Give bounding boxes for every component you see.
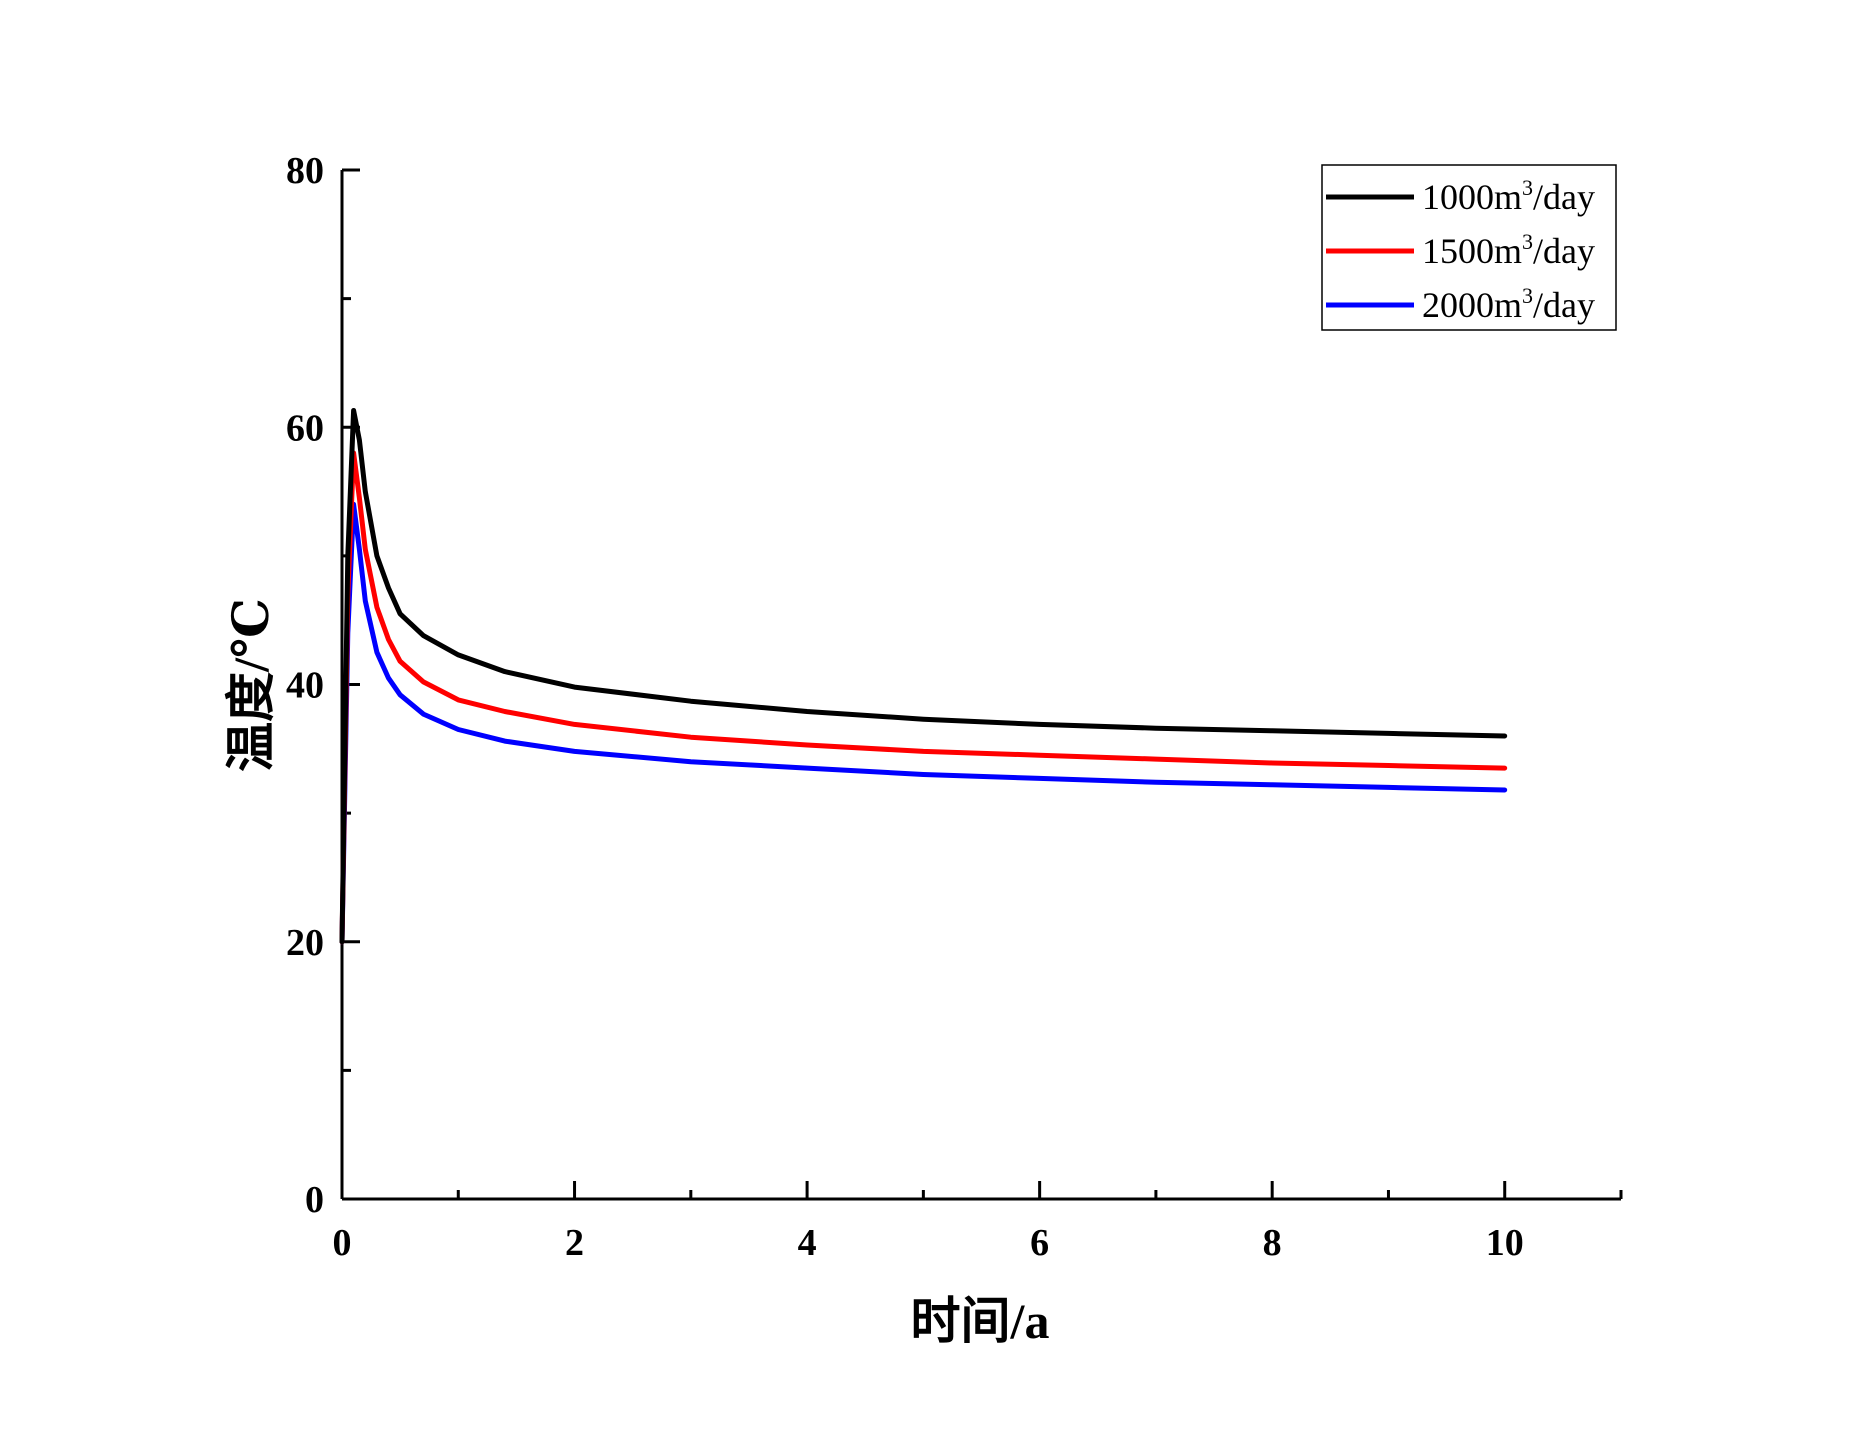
x-tick-label: 4 bbox=[798, 1222, 817, 1264]
legend: 1000m3/day 1500m3/day 2000m3/day bbox=[1321, 164, 1617, 331]
series-line-2 bbox=[339, 450, 1508, 945]
x-tick-label: 0 bbox=[333, 1222, 352, 1264]
x-tick-label: 6 bbox=[1030, 1222, 1049, 1264]
legend-label-2: 1500m3/day bbox=[1422, 229, 1595, 271]
x-tick-label: 8 bbox=[1263, 1222, 1282, 1264]
y-tick-label: 0 bbox=[305, 1179, 324, 1221]
y-tick-label: 20 bbox=[286, 922, 324, 964]
legend-label-3: 2000m3/day bbox=[1422, 283, 1595, 325]
series-line-3 bbox=[339, 501, 1508, 945]
y-axis-title: 温度/℃ bbox=[223, 598, 279, 772]
x-tick-label: 2 bbox=[565, 1222, 584, 1264]
legend-label-1: 1000m3/day bbox=[1422, 175, 1595, 217]
y-tick-label: 40 bbox=[286, 665, 324, 707]
y-tick-label: 60 bbox=[286, 407, 324, 449]
series-lines bbox=[339, 408, 1508, 945]
series-line-1 bbox=[339, 408, 1508, 945]
y-tick-label: 80 bbox=[286, 150, 324, 192]
axes: 0 2 4 6 8 10 0 20 40 60 80 bbox=[286, 150, 1623, 1264]
x-axis-title: 时间/a bbox=[911, 1293, 1050, 1349]
x-tick-label: 10 bbox=[1486, 1222, 1524, 1264]
